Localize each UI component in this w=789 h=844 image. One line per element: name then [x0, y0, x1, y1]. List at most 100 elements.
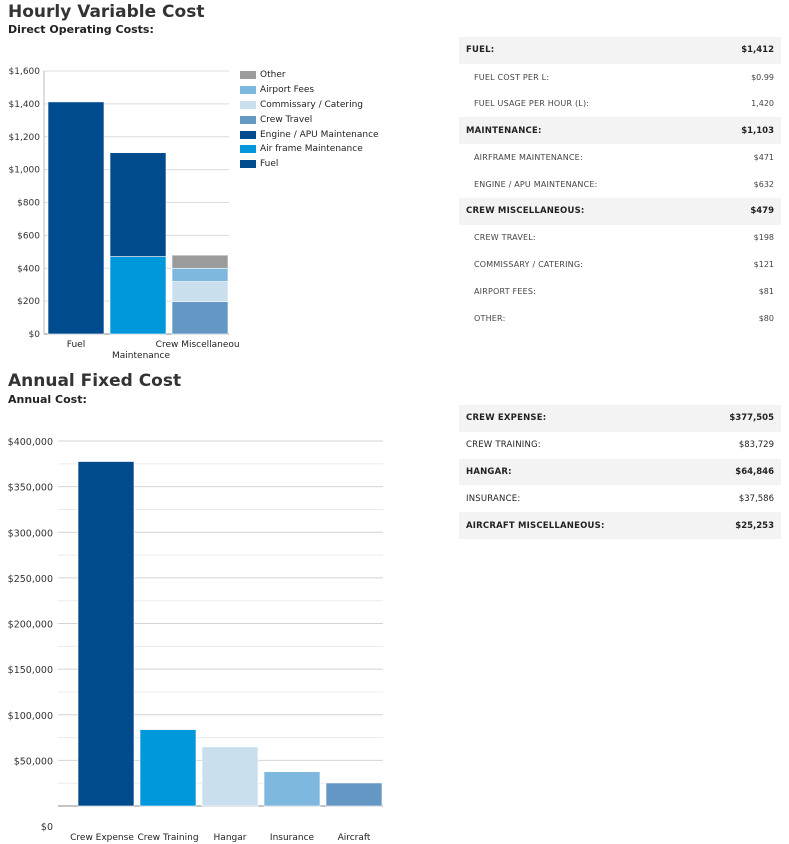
x-tick-label: Crew Miscellaneous [156, 340, 240, 350]
table-row: MAINTENANCE: $1,103 [459, 117, 781, 145]
y-tick-label: $400,000 [8, 437, 53, 448]
y-tick-label: $100,000 [8, 711, 53, 722]
annual-title: Annual Fixed Cost [8, 371, 182, 391]
hourly-legend: Other Airport Fees Commissary / Catering Cr… [240, 68, 379, 172]
bar-fuel[interactable] [47, 101, 105, 335]
table-row: CREW MISCELLANEOUS: $479 [459, 197, 781, 225]
hourly-title: Hourly Variable Cost [8, 2, 205, 22]
row-label: FUEL COST PER L: [474, 72, 550, 82]
row-value: $0.99 [751, 72, 774, 82]
legend-item[interactable]: Crew Travel [240, 112, 379, 127]
legend-label: Crew Travel [260, 114, 313, 125]
annual-subtitle: Annual Cost: [8, 393, 87, 406]
row-label: COMMISSARY / CATERING: [474, 260, 584, 270]
y-tick-label: $300,000 [8, 528, 53, 539]
bar-crew-travel[interactable] [171, 301, 229, 335]
legend-swatch [240, 145, 256, 154]
y-tick-label: $1,000 [9, 166, 41, 176]
x-tick-label: Insurance [270, 833, 315, 843]
y-tick-label: $200 [17, 297, 40, 307]
table-row: ENGINE / APU MAINTENANCE: $632 [459, 171, 781, 198]
y-tick-label: $350,000 [8, 483, 53, 494]
table-row: AIRFRAME MAINTENANCE: $471 [459, 144, 781, 171]
row-label: FUEL USAGE PER HOUR (L): [474, 99, 590, 109]
hourly-cost-table: FUEL: $1,412 FUEL COST PER L: $0.99 FUEL USA… [459, 37, 781, 332]
legend-swatch [240, 130, 256, 139]
legend-swatch [240, 115, 256, 124]
y-tick-label: $1,200 [9, 133, 41, 143]
row-value: $479 [750, 206, 774, 217]
row-value: $1,412 [741, 45, 774, 56]
y-tick-label: $150,000 [8, 665, 53, 676]
row-label: CREW EXPENSE: [466, 413, 547, 424]
legend-item[interactable]: Other [240, 68, 379, 83]
bar-aircraft[interactable] [325, 782, 383, 807]
row-value: $1,103 [741, 125, 774, 136]
legend-swatch [240, 160, 256, 169]
legend-item[interactable]: Fuel [240, 157, 379, 172]
y-tick-label: $200,000 [8, 620, 53, 631]
row-label: AIRPORT FEES: [474, 287, 537, 297]
table-row: CREW TRAVEL: $198 [459, 225, 781, 252]
table-row: FUEL COST PER L: $0.99 [459, 64, 781, 91]
table-row: FUEL: $1,412 [459, 37, 781, 64]
bar-commissary-catering[interactable] [171, 281, 229, 302]
x-tick-label: Crew Expense [70, 833, 134, 843]
row-value: $632 [753, 179, 774, 189]
row-label: INSURANCE: [466, 493, 521, 504]
row-value: $198 [753, 233, 774, 243]
table-row: HANGAR: $64,846 [459, 458, 781, 486]
row-value: $81 [758, 287, 774, 297]
legend-label: Commissary / Catering [260, 99, 363, 110]
x-tick-label: Aircraft [338, 833, 371, 843]
bar-other[interactable] [171, 254, 229, 269]
x-tick-label: Maintenance [112, 351, 170, 361]
table-row: CREW EXPENSE: $377,505 [459, 405, 781, 432]
row-label: AIRCRAFT MISCELLANEOUS: [466, 520, 605, 531]
row-label: OTHER: [474, 313, 506, 323]
legend-label: Other [260, 70, 286, 81]
y-tick-label: $250,000 [8, 574, 53, 585]
row-label: AIRFRAME MAINTENANCE: [474, 153, 583, 163]
row-value: $471 [753, 153, 774, 163]
legend-item[interactable]: Commissary / Catering [240, 98, 379, 113]
legend-label: Engine / APU Maintenance [260, 129, 379, 140]
bar-hangar[interactable] [201, 746, 259, 807]
y-tick-label: $1,600 [9, 67, 41, 77]
table-row: AIRPORT FEES: $81 [459, 278, 781, 305]
row-label: CREW TRAINING: [466, 440, 541, 451]
legend-label: Fuel [260, 159, 279, 170]
bar-crew-training[interactable] [139, 729, 197, 807]
bar-insurance[interactable] [263, 771, 321, 807]
row-value: 1,420 [751, 99, 774, 109]
legend-swatch [240, 71, 256, 80]
legend-item[interactable]: Air frame Maintenance [240, 142, 379, 157]
y-tick-label: $1,400 [9, 100, 41, 110]
bar-air-frame-maintenance[interactable] [109, 256, 167, 335]
row-value: $121 [753, 260, 774, 270]
legend-item[interactable]: Engine / APU Maintenance [240, 127, 379, 142]
legend-label: Air frame Maintenance [260, 144, 363, 155]
row-label: ENGINE / APU MAINTENANCE: [474, 179, 598, 189]
annual-cost-table: CREW EXPENSE: $377,505 CREW TRAINING: $83,7… [459, 405, 781, 539]
row-label: MAINTENANCE: [466, 125, 542, 136]
hourly-chart: $0 $200 $400 $600 $800 $1,000 $1,200 $1,400 $1,6… [9, 67, 241, 361]
row-value: $83,729 [738, 440, 774, 451]
bar-airport-fees[interactable] [171, 267, 229, 282]
legend-swatch [240, 86, 256, 95]
bar-crew-expense[interactable] [77, 461, 135, 807]
y-tick-label: $400 [17, 264, 40, 274]
table-row: COMMISSARY / CATERING: $121 [459, 251, 781, 278]
y-tick-label: $600 [17, 231, 40, 241]
table-row: FUEL USAGE PER HOUR (L): 1,420 [459, 91, 781, 118]
annual-chart: $0 $50,000 $100,000 $150,000 $200,000 $250,00… [8, 437, 383, 843]
table-row: OTHER: $80 [459, 305, 781, 332]
row-label: CREW TRAVEL: [474, 233, 536, 243]
legend-item[interactable]: Airport Fees [240, 83, 379, 98]
y-tick-label: $0 [41, 822, 53, 833]
y-tick-label: $50,000 [14, 756, 53, 767]
row-value: $377,505 [729, 413, 774, 424]
y-tick-label: $0 [29, 330, 41, 340]
bar-engine-apu-maintenance[interactable] [109, 152, 167, 257]
row-value: $37,586 [738, 493, 774, 504]
